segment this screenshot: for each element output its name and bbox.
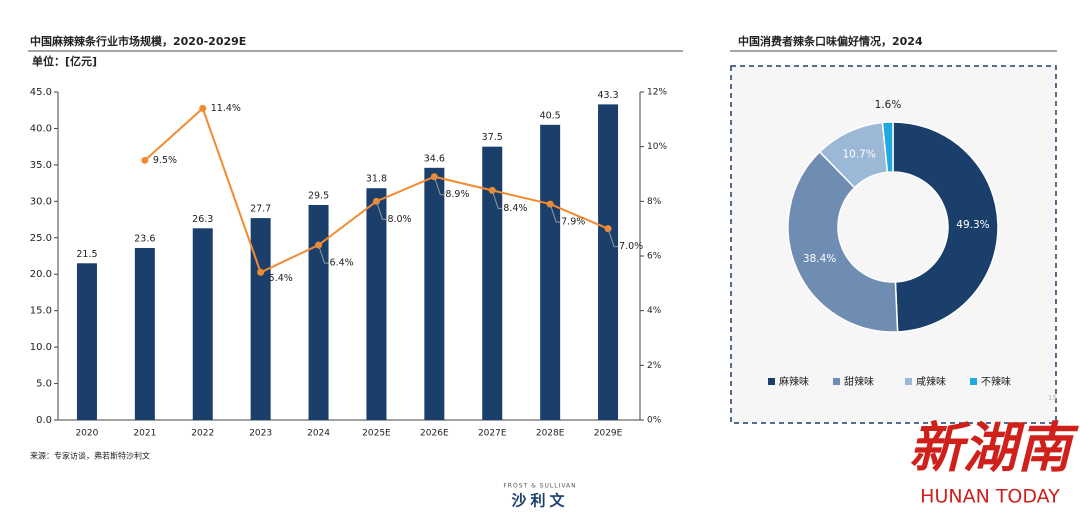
- y2-tick-label: 10%: [647, 142, 667, 152]
- bar-value-label: 37.5: [482, 132, 503, 143]
- x-tick-label: 2026E: [420, 429, 449, 439]
- bar: [250, 218, 271, 420]
- donut-slice: [892, 121, 999, 333]
- bar: [424, 167, 445, 420]
- y-tick-label: 0.0: [36, 415, 52, 426]
- bar-value-label: 26.3: [192, 214, 213, 225]
- x-tick-label: 2022: [191, 429, 214, 439]
- bar: [308, 204, 329, 420]
- slice-value-label: 1.6%: [875, 99, 902, 111]
- line-point: [199, 104, 207, 112]
- bar-value-label: 29.5: [308, 190, 329, 201]
- slice-value-label: 10.7%: [842, 149, 875, 161]
- line-value-label: 6.4%: [330, 258, 354, 269]
- bar: [598, 104, 619, 420]
- y2-tick-label: 4%: [647, 306, 662, 316]
- line-value-label: 8.9%: [445, 189, 469, 200]
- y2-tick-label: 2%: [647, 361, 662, 371]
- bar: [482, 146, 503, 420]
- x-tick-label: 2020: [75, 429, 98, 439]
- logo: 沙利文: [511, 492, 568, 510]
- chart-title: 中国消费者辣条口味偏好情况，2024: [738, 34, 923, 48]
- x-tick-label: 2025E: [362, 429, 391, 439]
- y-tick-label: 20.0: [30, 269, 52, 280]
- bar-value-label: 27.7: [250, 204, 271, 215]
- label-leader: [318, 244, 329, 264]
- bar: [366, 188, 387, 420]
- bar-value-label: 43.3: [597, 90, 618, 101]
- x-tick-label: 2024: [307, 429, 330, 439]
- y-tick-label: 35.0: [30, 160, 52, 171]
- bar: [134, 247, 155, 420]
- y-tick-label: 10.0: [30, 342, 52, 353]
- bar-value-label: 21.5: [76, 249, 97, 260]
- bar: [76, 263, 97, 420]
- y2-tick-label: 6%: [647, 252, 662, 262]
- label-leader: [549, 203, 561, 223]
- x-tick-label: 2023: [249, 429, 272, 439]
- chart-title: 中国麻辣辣条行业市场规模，2020-2029E: [30, 34, 246, 48]
- label-leader: [607, 228, 619, 248]
- legend-label: 甜辣味: [844, 375, 874, 388]
- y-tick-label: 15.0: [30, 306, 52, 317]
- legend-label: 咸辣味: [916, 375, 946, 388]
- line-value-label: 11.4%: [211, 103, 241, 114]
- watermark: 新湖南: [909, 417, 1079, 480]
- legend-swatch: [833, 378, 840, 385]
- line-value-label: 7.9%: [561, 217, 585, 228]
- line-point: [141, 156, 149, 164]
- x-tick-label: 2028E: [536, 429, 565, 439]
- legend-label: 不辣味: [981, 375, 1011, 388]
- page-number: 15: [1048, 394, 1057, 402]
- watermark-en: HUNAN TODAY: [920, 486, 1060, 508]
- slice-value-label: 38.4%: [803, 253, 836, 265]
- panel-frame: [730, 65, 1057, 424]
- line-value-label: 7.0%: [619, 241, 643, 252]
- bar: [540, 124, 561, 421]
- bar: [192, 228, 213, 420]
- line-value-label: 8.4%: [503, 203, 527, 214]
- bar-value-label: 40.5: [540, 110, 561, 121]
- bar-value-label: 34.6: [424, 153, 445, 164]
- line-value-label: 9.5%: [153, 155, 177, 166]
- source: 来源：专家访谈，弗若斯特沙利文: [30, 451, 150, 461]
- logo-top: FROST & SULLIVAN: [503, 483, 576, 490]
- slice-value-label: 49.3%: [956, 219, 989, 231]
- label-leader: [433, 176, 445, 196]
- unit-label: 单位：[亿元]: [32, 54, 97, 68]
- y-tick-label: 30.0: [30, 196, 52, 207]
- line-value-label: 5.4%: [269, 273, 293, 284]
- line-value-label: 8.0%: [387, 214, 411, 225]
- y-tick-label: 5.0: [36, 379, 52, 390]
- bar-value-label: 23.6: [134, 233, 155, 244]
- donut-slice: [881, 121, 894, 174]
- legend-swatch: [905, 378, 912, 385]
- x-tick-label: 2021: [133, 429, 156, 439]
- donut-slice: [787, 150, 899, 333]
- x-tick-label: 2027E: [478, 429, 507, 439]
- y2-tick-label: 0%: [647, 416, 662, 426]
- y2-tick-label: 12%: [647, 88, 667, 98]
- line-point: [257, 268, 265, 276]
- y-tick-label: 40.0: [30, 123, 52, 134]
- y2-tick-label: 8%: [647, 197, 662, 207]
- y-tick-label: 45.0: [30, 87, 52, 98]
- bar-value-label: 31.8: [366, 174, 387, 185]
- y-tick-label: 25.0: [30, 233, 52, 244]
- x-tick-label: 2029E: [594, 429, 623, 439]
- legend-label: 麻辣味: [779, 375, 809, 388]
- legend-swatch: [970, 378, 977, 385]
- legend-swatch: [768, 378, 775, 385]
- label-leader: [375, 201, 387, 220]
- label-leader: [491, 190, 503, 209]
